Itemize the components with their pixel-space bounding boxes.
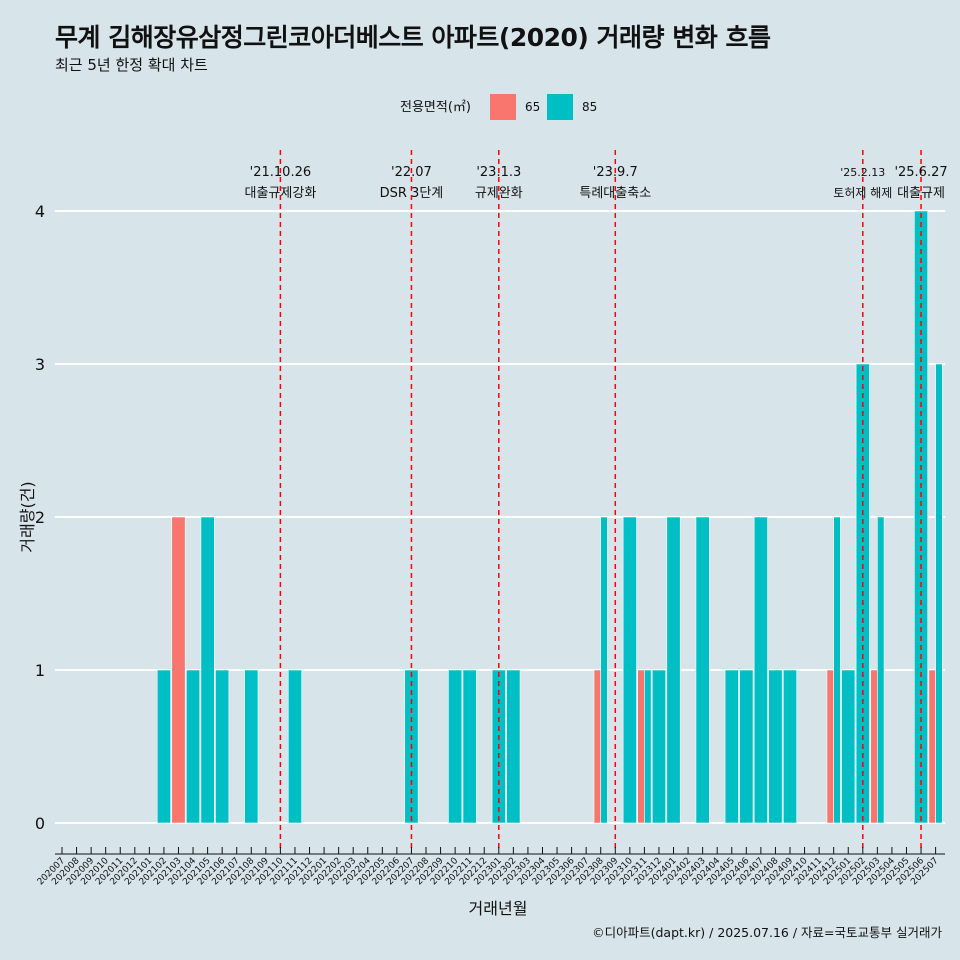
bar-85-202506 <box>914 210 929 824</box>
bar-85-202401 <box>666 516 681 824</box>
axes: 0123420200720200820200920201020201120201… <box>35 202 945 887</box>
bar-85-202106 <box>215 669 230 824</box>
bar-65-202103 <box>171 516 186 824</box>
bar-65-202412 <box>826 669 834 824</box>
x-axis-label: 거래년월 <box>469 899 528 918</box>
event-label: 특례대출축소 <box>579 186 651 201</box>
bar-65-202308 <box>593 669 602 824</box>
chart-subtitle: 최근 5년 한정 확대 차트 <box>55 56 208 74</box>
y-tick-label: 3 <box>35 355 45 374</box>
bar-85-202503 <box>877 516 885 824</box>
chart-title: 무계 김해장유삼정그린코아더베스트 아파트(2020) 거래량 변화 흐름 <box>55 23 771 52</box>
legend-swatch-85 <box>547 94 573 120</box>
bar-85-202302 <box>506 669 521 824</box>
bar-85-202111 <box>287 669 302 824</box>
bar-85-202412 <box>833 516 841 824</box>
event-label: 대출규제 <box>897 186 945 201</box>
bar-85-202312 <box>651 669 666 824</box>
bar-65-202311 <box>637 669 645 824</box>
source-caption: ©디아파트(dapt.kr) / 2025.07.16 / 자료=국토교통부 실… <box>592 925 942 940</box>
bar-85-202108 <box>244 669 259 824</box>
event-markers: '21.10.26 대출규제강화 '22.07 DSR 3단계 '23.1.3 규제완화 '… <box>245 150 948 852</box>
event-date: '25.2.13 <box>840 166 885 179</box>
bar-85-202211 <box>462 669 477 824</box>
bar-85-202409 <box>782 669 797 824</box>
y-tick-label: 2 <box>35 508 45 527</box>
event-label: DSR 3단계 <box>380 186 444 201</box>
bar-85-202407 <box>753 516 768 824</box>
legend-title: 전용면적(㎡) <box>400 100 471 115</box>
y-tick-label: 4 <box>35 202 45 221</box>
event-date: '21.10.26 <box>250 165 311 180</box>
legend: 전용면적(㎡) 65 85 <box>400 94 597 120</box>
bar-85-202406 <box>739 669 754 824</box>
bar-85-202105 <box>200 516 215 824</box>
event-date: '23.1.3 <box>476 165 521 180</box>
legend-label-65: 65 <box>525 100 540 114</box>
bar-85-202308 <box>600 516 608 824</box>
legend-swatch-65 <box>490 94 516 120</box>
bar-85-202102 <box>156 669 171 824</box>
bar-85-202210 <box>448 669 463 824</box>
bar-85-202310 <box>622 516 637 824</box>
event-date: '23.9.7 <box>593 165 638 180</box>
event-date: '22.07 <box>391 165 432 180</box>
bar-85-202501 <box>841 669 856 824</box>
bar-65-202503 <box>870 669 878 824</box>
y-tick-label: 0 <box>35 814 45 833</box>
bar-85-202403 <box>695 516 710 824</box>
event-date: '25.6.27 <box>894 165 947 180</box>
event-label: 규제완화 <box>475 186 523 201</box>
y-tick-label: 1 <box>35 661 45 680</box>
bar-85-202405 <box>724 669 739 824</box>
bar-65-202507 <box>928 669 936 824</box>
bars <box>156 210 943 824</box>
event-label: 대출규제강화 <box>245 186 317 201</box>
event-label: 토허제 해제 <box>833 186 892 200</box>
y-axis-label: 거래량(건) <box>18 481 37 552</box>
bar-85-202507 <box>935 363 943 824</box>
legend-label-85: 85 <box>582 100 597 114</box>
bar-85-202104 <box>186 669 201 824</box>
bar-85-202311 <box>644 669 652 824</box>
bar-85-202408 <box>768 669 783 824</box>
